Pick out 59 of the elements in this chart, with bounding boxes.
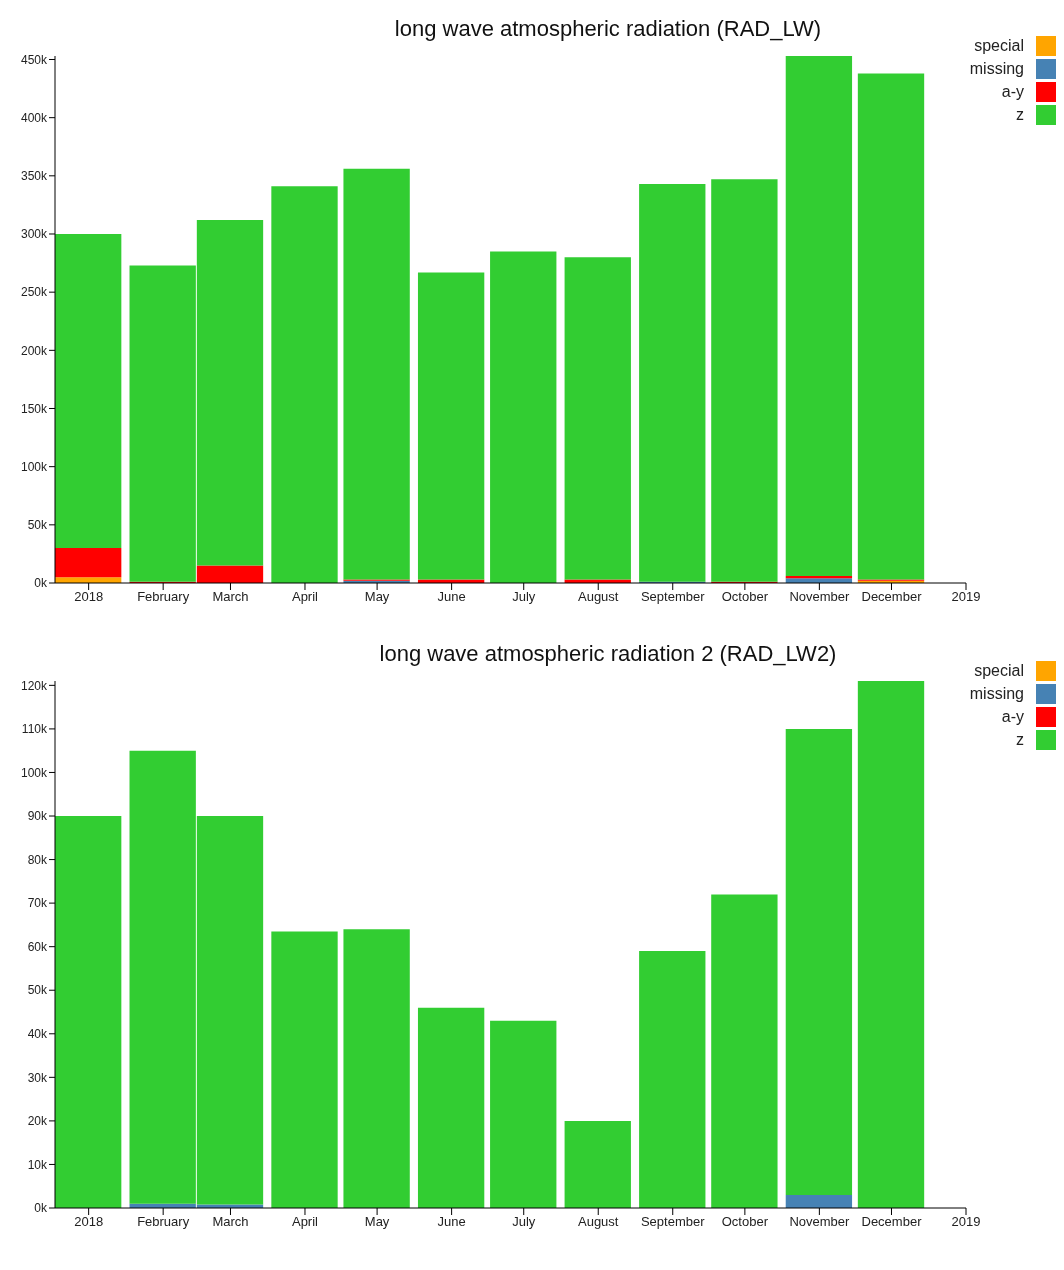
x-tick-label: April xyxy=(291,1214,319,1230)
y-tick-label: 60k xyxy=(27,939,48,954)
x-tick-label: October xyxy=(721,589,769,605)
y-tick-label: 400k xyxy=(20,110,48,125)
x-tick-label: October xyxy=(721,1214,769,1230)
x-tick-label: 2019 xyxy=(951,589,981,605)
y-tick-label: 20k xyxy=(27,1114,48,1129)
legend-label: z xyxy=(1016,106,1024,124)
x-tick-label: May xyxy=(364,589,390,605)
y-tick-label: 110k xyxy=(21,722,48,737)
x-tick-label: May xyxy=(364,1214,390,1230)
x-tick-label: June xyxy=(437,1214,466,1230)
y-tick-label: 100k xyxy=(20,765,48,780)
y-tick-label: 100k xyxy=(20,459,48,474)
x-tick-label: December xyxy=(861,589,923,605)
y-tick-label: 120k xyxy=(20,678,48,693)
x-tick-label: February xyxy=(137,589,190,605)
y-tick-label: 40k xyxy=(27,1027,48,1042)
legend-label: special xyxy=(974,37,1024,55)
x-tick-label: August xyxy=(577,1214,619,1230)
x-tick-label: August xyxy=(577,589,619,605)
legend-label: z xyxy=(1016,731,1024,749)
y-tick-label: 30k xyxy=(27,1070,48,1085)
x-tick-label: 2019 xyxy=(951,1214,981,1230)
x-tick-label: July xyxy=(512,589,536,605)
y-tick-label: 250k xyxy=(20,285,48,300)
x-tick-label: March xyxy=(212,589,249,605)
x-tick-label: September xyxy=(640,1214,706,1230)
x-tick-label: June xyxy=(437,589,466,605)
x-tick-label: December xyxy=(861,1214,923,1230)
chart-title: long wave atmospheric radiation 2 (RAD_LW2) xyxy=(379,641,837,666)
y-tick-label: 350k xyxy=(20,169,48,184)
y-tick-label: 0k xyxy=(34,576,48,591)
x-tick-label: July xyxy=(512,1214,536,1230)
x-tick-label: September xyxy=(640,589,706,605)
y-tick-label: 300k xyxy=(20,227,48,242)
legend-label: special xyxy=(974,662,1024,680)
x-tick-label: 2018 xyxy=(74,589,104,605)
y-tick-label: 90k xyxy=(27,809,48,824)
x-tick-label: February xyxy=(137,1214,190,1230)
legend-label: missing xyxy=(969,60,1024,78)
legend-label: a-y xyxy=(1001,708,1024,726)
y-tick-label: 50k xyxy=(27,518,48,533)
chart-title: long wave atmospheric radiation (RAD_LW) xyxy=(394,16,822,41)
x-tick-label: November xyxy=(789,589,851,605)
x-tick-label: April xyxy=(291,589,319,605)
y-tick-label: 50k xyxy=(27,983,48,998)
legend-label: a-y xyxy=(1001,83,1024,101)
x-tick-label: 2018 xyxy=(74,1214,104,1230)
x-tick-label: November xyxy=(789,1214,851,1230)
y-tick-label: 150k xyxy=(20,401,48,416)
y-tick-label: 80k xyxy=(27,852,48,867)
legend-label: missing xyxy=(969,685,1024,703)
y-tick-label: 0k xyxy=(34,1201,48,1216)
x-tick-label: March xyxy=(212,1214,249,1230)
y-tick-label: 10k xyxy=(27,1157,48,1172)
y-tick-label: 70k xyxy=(27,896,48,911)
y-tick-label: 450k xyxy=(20,52,48,67)
y-tick-label: 200k xyxy=(20,343,48,358)
